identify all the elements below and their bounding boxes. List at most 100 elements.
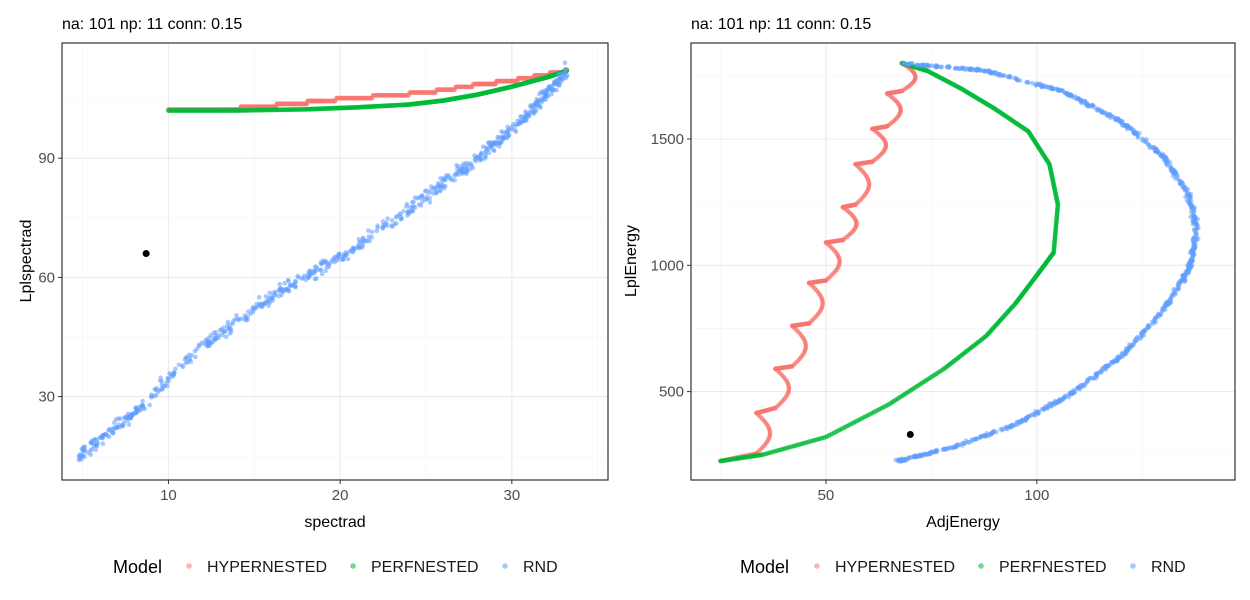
data-point-rnd [392, 221, 398, 227]
data-point-rnd [983, 433, 988, 438]
data-point-rnd [492, 142, 498, 148]
data-point-rnd [469, 163, 474, 168]
data-point-rnd [234, 312, 239, 318]
data-point-rnd [359, 245, 365, 250]
data-point-rnd [495, 134, 500, 140]
data-point-rnd [1092, 105, 1098, 110]
data-point-rnd [941, 447, 947, 452]
data-point-rnd [1126, 346, 1132, 352]
data-point-rnd [279, 292, 284, 298]
data-point-rnd [100, 432, 106, 438]
y-tick-label: 30 [38, 389, 55, 406]
data-point-rnd [529, 103, 535, 108]
data-point-rnd [535, 98, 541, 104]
data-point-rnd [1131, 130, 1137, 136]
right-panel-border [690, 42, 1236, 481]
data-point-rnd [1188, 209, 1194, 215]
series-hypernested [718, 60, 918, 464]
data-point-rnd [173, 366, 178, 372]
data-point-rnd [324, 264, 330, 270]
data-point-rnd [1159, 154, 1164, 159]
series-perfnested [718, 60, 1061, 464]
right-grid [691, 43, 1235, 480]
data-point-rnd [1164, 160, 1169, 166]
data-point-rnd [971, 437, 977, 442]
data-point-rnd [360, 236, 366, 242]
data-point-rnd [1110, 359, 1115, 365]
left-legend: Model HYPERNESTED PERFNESTED RND [113, 557, 558, 577]
data-point-rnd [167, 371, 172, 376]
data-point-rnd [974, 67, 979, 73]
data-point-rnd [546, 85, 552, 90]
data-point-rnd [374, 228, 379, 234]
data-point-rnd [106, 434, 112, 440]
data-point-rnd [1188, 261, 1193, 267]
right-legend-key-rnd [1130, 563, 1136, 569]
data-point-rnd [119, 423, 125, 429]
data-point-rnd [1160, 305, 1165, 311]
data-point-rnd [1191, 219, 1197, 224]
data-point-rnd [176, 362, 182, 368]
left-legend-key-rnd [502, 563, 508, 569]
data-point-rnd [1072, 390, 1078, 395]
data-point-rnd [418, 203, 424, 208]
data-point-rnd [1181, 277, 1186, 282]
data-point-rnd [93, 447, 98, 453]
data-point-rnd [1170, 173, 1176, 179]
data-point-rnd [138, 408, 143, 413]
data-point-rnd [1172, 290, 1178, 296]
left-panel: na: 101 np: 11 conn: 0.15 10 20 30 30 60 90 s… [18, 16, 609, 577]
data-point-rnd [506, 132, 512, 138]
right-marks [718, 60, 1201, 464]
left-grid [62, 43, 608, 480]
data-point-rnd [484, 146, 490, 152]
left-legend-title: Model [113, 557, 162, 577]
data-point-rnd [995, 72, 1001, 78]
data-point-rnd [914, 62, 920, 68]
data-point-rnd [1190, 206, 1196, 211]
data-point-rnd [560, 73, 566, 78]
data-point-rnd [148, 394, 154, 400]
data-point-rnd [903, 456, 908, 462]
left-panel-border [61, 42, 609, 481]
right-legend-key-perfnested [978, 563, 984, 569]
data-point-rnd [989, 430, 995, 436]
data-point-rnd [110, 430, 116, 435]
data-point-rnd [422, 197, 428, 202]
left-legend-label-perfnested: PERFNESTED [371, 559, 479, 576]
data-point-rnd [221, 325, 226, 331]
data-point-rnd [1140, 136, 1146, 142]
data-point-rnd [106, 427, 111, 433]
data-point-rnd [314, 276, 319, 281]
right-legend-title: Model [740, 557, 789, 577]
data-point-rnd [1134, 338, 1140, 343]
data-point-rnd [1191, 245, 1196, 250]
data-point-rnd [162, 383, 168, 388]
data-point-rnd [118, 416, 123, 422]
data-point-rnd [113, 417, 119, 422]
data-point-rnd [180, 364, 186, 370]
data-point-rnd [1159, 309, 1165, 314]
data-point-rnd [126, 422, 132, 427]
data-point-rnd [129, 414, 135, 419]
data-point-rnd [534, 103, 539, 109]
x-tick-label: 30 [504, 487, 521, 504]
data-point-rnd [526, 113, 532, 119]
data-point-rnd [999, 73, 1005, 79]
data-point-rnd [256, 295, 262, 300]
data-point-rnd [159, 379, 165, 384]
data-point-rnd [1140, 329, 1146, 334]
data-point-rnd [978, 434, 984, 439]
data-point-rnd [319, 261, 324, 266]
data-point-rnd [463, 160, 469, 166]
data-point-rnd [562, 60, 568, 65]
data-point-rnd [949, 445, 954, 450]
data-point-rnd [332, 259, 337, 265]
data-point-rnd [1116, 356, 1121, 362]
data-point-rnd [939, 64, 944, 70]
data-point-rnd [1167, 296, 1172, 302]
data-point-rnd [306, 274, 311, 280]
data-point-rnd [263, 294, 269, 299]
data-point-rnd [277, 282, 282, 287]
data-point-rnd [254, 301, 259, 307]
